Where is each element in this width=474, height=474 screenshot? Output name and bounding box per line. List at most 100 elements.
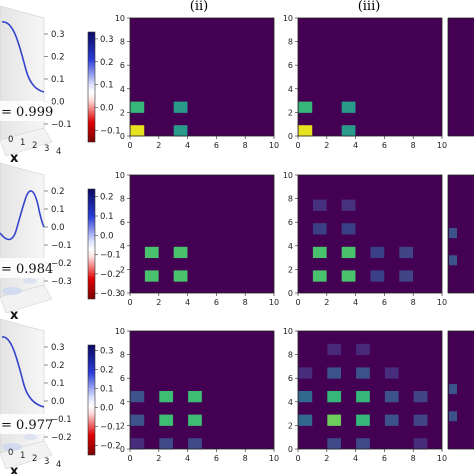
heatmap-x-tick-label: 8 <box>411 298 416 307</box>
z-axis-tick-label: −0.2 <box>51 259 72 269</box>
heatmap-y-tick-label: 4 <box>120 85 125 94</box>
heatmap-cell <box>356 367 370 379</box>
heatmap-cell <box>341 270 356 282</box>
x-axis-tick-label: 2 <box>32 141 37 151</box>
z-axis-tick-label: 0.3 <box>51 343 65 353</box>
figure-row-2: 0.20.10.0−0.1−0.2−0.3= 0.984x0.20.10.0−0… <box>0 162 474 323</box>
surface-plot-3d: 0.3 0.2 0.1 0.0 −0.1 −0.2= 0.977 0 1 2 3 4 x <box>0 318 72 474</box>
heatmap-y-tick-label: 2 <box>120 265 125 274</box>
heatmap-cell <box>399 270 414 282</box>
z-axis-tick-label: 0.1 <box>51 379 65 389</box>
colorbar-tick-label: 0.1 <box>100 212 114 222</box>
heatmap-x-tick-label: 0 <box>295 141 300 150</box>
heatmap-cell <box>413 414 428 426</box>
heatmap-y-tick-label: 8 <box>120 38 125 47</box>
heatmap-ii: 00 2 2 4 4 6 6 8 8 10 10 <box>115 327 279 463</box>
heatmap-cell <box>341 246 356 259</box>
heatmap-y-tick-label: 0 <box>120 289 125 298</box>
heatmap-y-tick-label: 10 <box>283 171 293 180</box>
heatmap-x-tick-label: 8 <box>411 141 416 150</box>
heatmap-y-tick-label: 8 <box>120 351 125 360</box>
heatmap-x-tick-label: 2 <box>156 454 161 463</box>
heatmap-cell <box>327 367 342 379</box>
heatmap-iii: 00 2 2 4 4 6 6 8 8 10 10 <box>283 171 447 307</box>
column-label-iii: (iii) <box>358 0 381 14</box>
x-axis-tick-label: 0 <box>8 448 13 458</box>
heatmap-cell <box>130 101 145 113</box>
heatmap-cell <box>312 223 327 235</box>
heatmap-iii: 00 2 2 4 4 6 6 8 8 10 10 <box>283 14 447 150</box>
fidelity-value: = 0.999 <box>1 105 53 120</box>
z-axis-tick-label: 0.1 <box>51 75 65 85</box>
colorbar-tick-label: 0.2 <box>100 366 114 376</box>
heatmap-y-tick-label: 6 <box>120 61 125 70</box>
heatmap-x-tick-label: 10 <box>437 454 447 463</box>
heatmap-y-tick-label: 2 <box>288 265 293 274</box>
heatmap-x-tick-label: 8 <box>411 454 416 463</box>
heatmap-cell <box>327 343 342 356</box>
heatmap-x-tick-label: 4 <box>185 454 190 463</box>
colorbar-tick-label: 0.1 <box>100 81 114 91</box>
heatmap-cell <box>159 414 174 426</box>
heatmap-y-tick-label: 6 <box>288 61 293 70</box>
heatmap-y-tick-label: 4 <box>120 398 125 407</box>
heatmap-cell <box>413 391 428 403</box>
x-axis-tick-label: 3 <box>44 144 49 154</box>
colorbar-tick-label: 0.2 <box>100 58 114 68</box>
colorbar-tick-label: 0.0 <box>100 104 114 114</box>
heatmap-background <box>298 331 442 449</box>
heatmap-iii: 00 2 2 4 4 6 6 8 8 10 10 <box>283 327 447 463</box>
z-axis-tick-label: 0.2 <box>51 361 65 371</box>
heatmap-cell <box>130 414 145 426</box>
heatmap-y-tick-label: 10 <box>115 171 125 180</box>
heatmap-y-tick-label: 0 <box>120 445 125 454</box>
colorbar-gradient <box>87 188 96 300</box>
heatmap-x-tick-label: 2 <box>324 454 329 463</box>
heatmap-x-tick-label: 6 <box>382 454 387 463</box>
heatmap-y-tick-label: 4 <box>288 398 293 407</box>
colorbar-tick-label: −0.1 <box>100 423 121 433</box>
heatmap-cell <box>159 438 174 450</box>
surface-curve <box>1 336 45 408</box>
heatmap-x-tick-label: 6 <box>214 141 219 150</box>
heatmap-partial-cell <box>449 255 457 266</box>
heatmap-y-tick-label: 8 <box>288 351 293 360</box>
heatmap-y-tick-label: 10 <box>283 14 293 23</box>
z-axis-tick-label: 0.2 <box>51 53 65 63</box>
heatmap-y-tick-label: 2 <box>288 108 293 117</box>
heatmap-ii: 00 2 2 4 4 6 6 8 8 10 10 <box>115 14 279 150</box>
heatmap-partial-cell <box>449 411 457 422</box>
x-axis-tick-label: 0 <box>8 135 13 145</box>
z-axis-tick-label: 0.0 <box>51 98 65 108</box>
heatmap-cell <box>159 391 174 403</box>
fidelity-backdrop <box>0 414 52 434</box>
z-axis-tick-label: −0.3 <box>51 277 72 287</box>
heatmap-y-tick-label: 10 <box>283 327 293 336</box>
heatmap-cell <box>356 343 370 356</box>
x-axis-tick-label: 4 <box>56 147 61 157</box>
colorbar-tick-label: 0.0 <box>100 404 114 414</box>
heatmap-partial <box>448 18 474 136</box>
heatmap-cell <box>341 125 356 137</box>
surface-floor-pane <box>0 284 53 314</box>
heatmap-cell <box>298 391 313 403</box>
x-axis-label: x <box>10 464 19 474</box>
heatmap-cell <box>312 199 327 211</box>
heatmap-y-tick-label: 2 <box>120 108 125 117</box>
heatmap-partial-cell <box>449 384 457 395</box>
heatmap-x-tick-label: 0 <box>127 454 132 463</box>
colorbar: 0.3 0.2 0.1 0.0 −0.1 <box>87 31 121 143</box>
x-axis-tick-label: 1 <box>20 138 25 148</box>
heatmap-frame <box>297 174 443 294</box>
heatmap-cell <box>370 246 385 259</box>
z-axis-tick-label: 0.1 <box>51 205 65 215</box>
colorbar-gradient <box>87 344 96 456</box>
heatmap-cell <box>173 101 188 113</box>
fidelity-backdrop <box>0 101 52 121</box>
heatmap-x-tick-label: 0 <box>295 454 300 463</box>
heatmap-cell <box>298 367 313 379</box>
surface-projection-blob <box>23 278 37 284</box>
heatmap-cell <box>298 101 313 113</box>
heatmap-frame <box>129 330 275 450</box>
